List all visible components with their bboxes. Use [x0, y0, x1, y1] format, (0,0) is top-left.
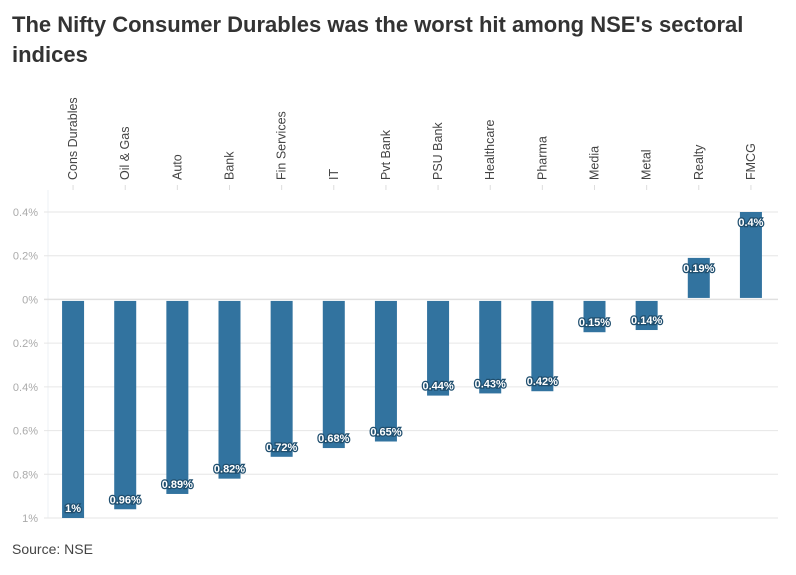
y-tick-label: 1%	[22, 513, 38, 525]
data-label: 0.14%	[631, 315, 662, 327]
bar	[114, 300, 137, 510]
bar	[739, 212, 762, 298]
x-tick-label: Pharma	[535, 136, 549, 180]
data-label: 0.68%	[318, 433, 349, 445]
chart-title: The Nifty Consumer Durables was the wors…	[12, 12, 744, 67]
y-tick-label: 0.6%	[13, 426, 38, 438]
data-label: 0.4%	[738, 217, 763, 229]
bar	[218, 300, 241, 479]
x-tick-label: Auto	[170, 154, 184, 180]
bar	[62, 300, 85, 518]
source-note: Source: NSE	[12, 541, 93, 557]
x-tick-label: Realty	[692, 144, 706, 180]
y-tick-label: 0.2%	[13, 338, 38, 350]
bar	[322, 300, 345, 449]
x-tick-label: Cons Durables	[66, 97, 80, 180]
bar	[427, 300, 450, 396]
y-tick-label: 0%	[22, 294, 38, 306]
x-tick-label: Pvt Bank	[379, 129, 393, 180]
x-tick-label: Bank	[223, 151, 237, 180]
y-tick-label: 0.8%	[13, 469, 38, 481]
data-label: 0.15%	[579, 317, 610, 329]
x-tick-label: Media	[588, 146, 602, 180]
x-tick-label: Healthcare	[483, 120, 497, 180]
x-tick-label: Oil & Gas	[118, 127, 132, 181]
data-label: 0.43%	[475, 378, 506, 390]
bar	[479, 300, 502, 394]
bar	[687, 257, 710, 298]
bar	[583, 300, 606, 333]
data-label: 0.72%	[266, 442, 297, 454]
y-tick-label: 0.2%	[13, 251, 38, 263]
bar	[374, 300, 397, 442]
y-tick-label: 0.4%	[13, 382, 38, 394]
x-tick-label: Fin Services	[275, 111, 289, 180]
data-label: 0.82%	[214, 464, 245, 476]
data-label: 0.42%	[527, 376, 558, 388]
data-label: 0.19%	[683, 263, 714, 275]
x-tick-label: Metal	[640, 149, 654, 180]
y-tick-label: 0.4%	[13, 207, 38, 219]
x-tick-label: IT	[327, 169, 341, 180]
bar	[166, 300, 189, 494]
bar	[531, 300, 554, 392]
data-label: 0.96%	[110, 494, 141, 506]
x-tick-label: FMCG	[744, 143, 758, 180]
data-label: 1%	[65, 503, 81, 515]
data-label: 0.44%	[422, 381, 453, 393]
x-tick-label: PSU Bank	[431, 122, 445, 180]
bar	[635, 300, 658, 331]
bar	[270, 300, 293, 457]
data-label: 0.65%	[370, 427, 401, 439]
data-label: 0.89%	[162, 479, 193, 491]
